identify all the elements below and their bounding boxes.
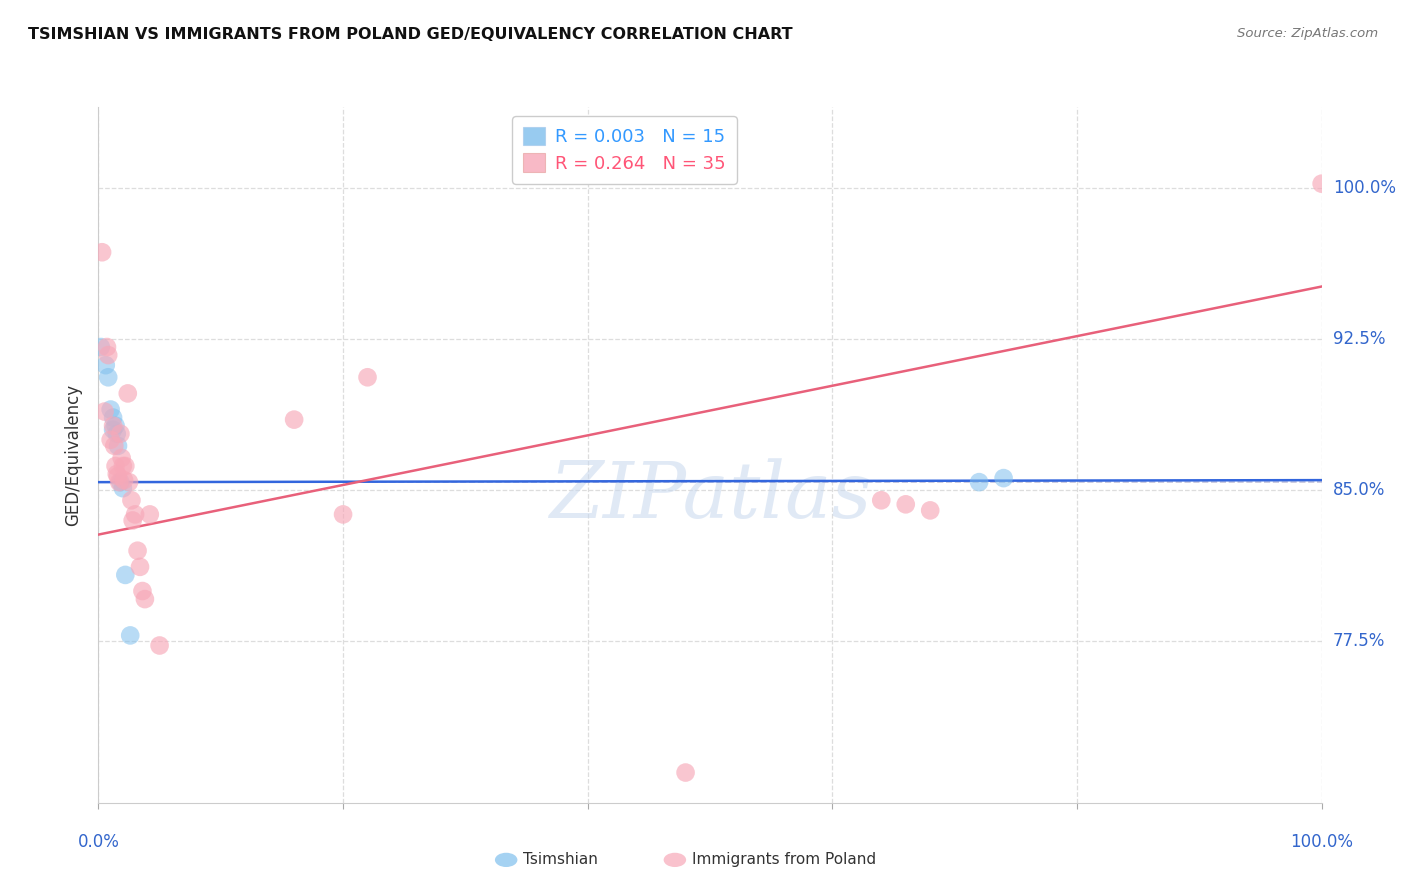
Point bbox=[332, 508, 354, 522]
Point bbox=[283, 412, 305, 426]
Point bbox=[967, 475, 990, 490]
Point bbox=[110, 426, 132, 441]
Point bbox=[101, 423, 124, 437]
Point bbox=[114, 568, 136, 582]
Point bbox=[870, 493, 893, 508]
Point bbox=[112, 473, 135, 487]
Point bbox=[104, 418, 127, 433]
Text: 100.0%: 100.0% bbox=[1333, 178, 1396, 197]
Text: Tsimshian: Tsimshian bbox=[523, 853, 598, 867]
Point bbox=[90, 340, 112, 354]
Point bbox=[96, 340, 118, 354]
Point bbox=[107, 469, 129, 483]
Point bbox=[124, 508, 146, 522]
Point bbox=[120, 493, 142, 508]
Point bbox=[127, 543, 149, 558]
Point bbox=[111, 458, 134, 473]
Point bbox=[97, 348, 120, 362]
Point bbox=[139, 508, 162, 522]
Text: Source: ZipAtlas.com: Source: ZipAtlas.com bbox=[1237, 27, 1378, 40]
Text: 92.5%: 92.5% bbox=[1333, 330, 1385, 348]
Point bbox=[675, 765, 697, 780]
Point bbox=[118, 475, 141, 490]
Legend: R = 0.003   N = 15, R = 0.264   N = 35: R = 0.003 N = 15, R = 0.264 N = 35 bbox=[512, 116, 737, 184]
Point bbox=[134, 592, 156, 607]
Text: 77.5%: 77.5% bbox=[1333, 632, 1385, 650]
Point bbox=[1310, 177, 1333, 191]
Point bbox=[110, 475, 132, 490]
Point bbox=[114, 458, 136, 473]
Point bbox=[100, 433, 122, 447]
Point bbox=[111, 481, 134, 495]
Point bbox=[101, 418, 124, 433]
Text: 100.0%: 100.0% bbox=[1291, 833, 1353, 851]
Point bbox=[108, 475, 131, 490]
Point bbox=[993, 471, 1015, 485]
Point bbox=[121, 513, 143, 527]
Point bbox=[104, 458, 127, 473]
Point bbox=[131, 584, 153, 599]
Text: 85.0%: 85.0% bbox=[1333, 481, 1385, 500]
Text: TSIMSHIAN VS IMMIGRANTS FROM POLAND GED/EQUIVALENCY CORRELATION CHART: TSIMSHIAN VS IMMIGRANTS FROM POLAND GED/… bbox=[28, 27, 793, 42]
Point bbox=[103, 439, 125, 453]
Point bbox=[101, 410, 124, 425]
Point bbox=[105, 426, 128, 441]
Point bbox=[149, 639, 172, 653]
Y-axis label: GED/Equivalency: GED/Equivalency bbox=[65, 384, 83, 526]
Point bbox=[120, 628, 142, 642]
Point bbox=[117, 386, 139, 401]
Text: Immigrants from Poland: Immigrants from Poland bbox=[692, 853, 876, 867]
Point bbox=[356, 370, 378, 384]
Text: ZIPatlas: ZIPatlas bbox=[548, 458, 872, 535]
Point bbox=[105, 467, 128, 481]
Point bbox=[100, 402, 122, 417]
Point bbox=[920, 503, 942, 517]
Point bbox=[93, 404, 115, 418]
Point bbox=[111, 450, 134, 465]
Point bbox=[97, 370, 120, 384]
Text: 0.0%: 0.0% bbox=[77, 833, 120, 851]
Point bbox=[107, 439, 129, 453]
Point bbox=[894, 497, 917, 511]
Point bbox=[91, 245, 114, 260]
Point bbox=[94, 358, 117, 372]
Point bbox=[129, 559, 152, 574]
